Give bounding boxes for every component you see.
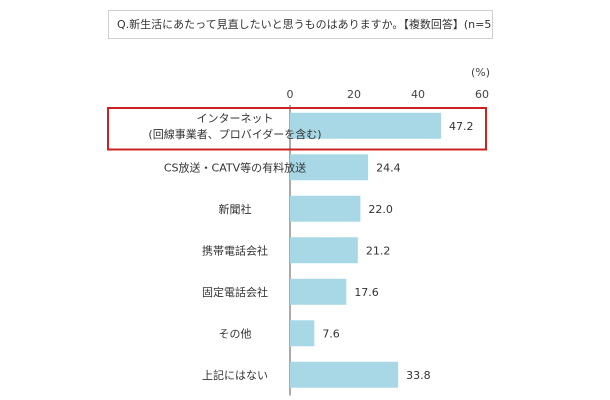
highlight-box [107, 107, 487, 151]
category-label: 携帯電話会社 [202, 243, 268, 257]
value-label: 24.4 [376, 161, 401, 174]
unit-label: (%) [471, 66, 490, 79]
value-label: 17.6 [354, 286, 379, 299]
category-label: インターネット [197, 112, 274, 125]
value-label: 21.2 [366, 244, 391, 257]
x-tick-label: 20 [347, 88, 361, 101]
x-tick-label: 60 [475, 88, 489, 101]
category-label: (回線事業者、プロバイダーを含む) [148, 127, 321, 141]
question-title: Q.新生活にあたって見直したいと思うものはありますか。【複数回答】(n=500) [108, 10, 493, 39]
value-label: 47.2 [449, 120, 474, 133]
bar [290, 154, 369, 181]
bar [290, 112, 442, 139]
value-label: 7.6 [322, 327, 340, 340]
value-label: 33.8 [406, 369, 431, 382]
bar [290, 320, 315, 347]
x-tick-label: 40 [411, 88, 425, 101]
category-label: 固定電話会社 [202, 285, 268, 299]
bar [290, 237, 358, 264]
bar [290, 278, 347, 305]
category-label: CS放送・CATV等の有料放送 [164, 160, 306, 174]
category-label: 新聞社 [219, 202, 252, 216]
category-label: 上記にはない [202, 368, 268, 382]
bar [290, 195, 361, 222]
x-tick-label: 0 [287, 88, 294, 101]
category-label: その他 [219, 327, 252, 340]
value-label: 22.0 [368, 203, 393, 216]
bar [290, 361, 399, 388]
